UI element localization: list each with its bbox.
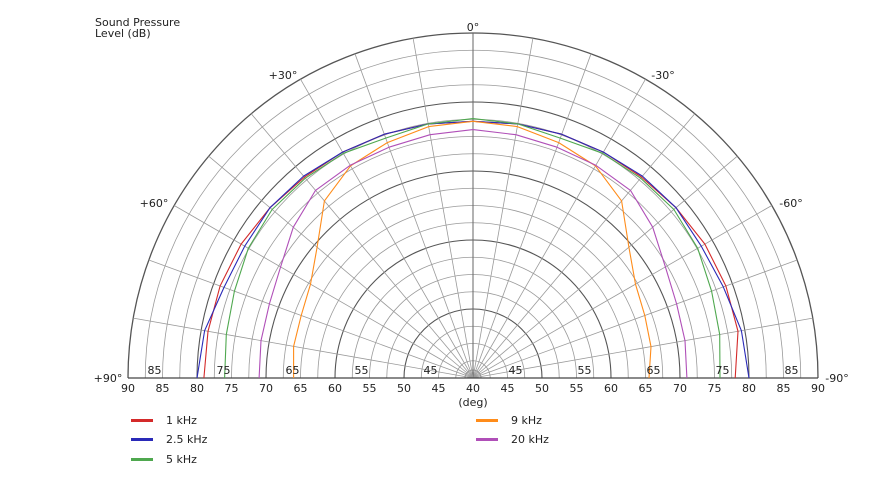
grid-spoke xyxy=(472,38,534,379)
grid-spoke xyxy=(250,113,474,379)
series-1-khz xyxy=(203,120,739,379)
angle-label: -60° xyxy=(779,197,802,210)
radial-tick-label: 45 xyxy=(501,382,515,395)
radial-tick-label: 75 xyxy=(225,382,239,395)
grid-spoke xyxy=(300,79,474,379)
x-axis-label: (deg) xyxy=(458,396,487,409)
radial-tick-label: 80 xyxy=(742,382,756,395)
grid-spoke xyxy=(208,155,474,379)
legend-swatch xyxy=(476,419,498,422)
radial-tick-label: 90 xyxy=(811,382,825,395)
radial-tick-label-upper: 85 xyxy=(785,364,799,377)
grid-spoke xyxy=(472,113,696,379)
radial-tick-label-upper: 65 xyxy=(286,364,300,377)
grid-spoke xyxy=(472,317,813,379)
radial-tick-label-upper: 85 xyxy=(148,364,162,377)
radial-tick-label: 75 xyxy=(708,382,722,395)
angle-label: 0° xyxy=(467,21,480,34)
grid-spoke xyxy=(472,53,592,379)
radial-tick-label-upper: 45 xyxy=(424,364,438,377)
radial-tick-label-upper: 45 xyxy=(509,364,523,377)
legend-swatch xyxy=(131,419,153,422)
series-20-khz xyxy=(258,129,688,379)
radial-tick-label: 90 xyxy=(121,382,135,395)
legend-swatch xyxy=(131,438,153,441)
radial-tick-label: 45 xyxy=(432,382,446,395)
angle-label: +90° xyxy=(94,372,123,385)
radial-tick-label-upper: 75 xyxy=(716,364,730,377)
radial-tick-label-upper: 55 xyxy=(355,364,369,377)
radial-tick-label: 65 xyxy=(639,382,653,395)
legend-label: 5 kHz xyxy=(166,453,197,466)
radial-tick-label: 60 xyxy=(328,382,342,395)
grid-spoke xyxy=(472,79,646,379)
radial-tick-label: 80 xyxy=(190,382,204,395)
angle-label: +60° xyxy=(140,197,169,210)
y-axis-label-line2: Level (dB) xyxy=(95,27,151,40)
radial-tick-label: 65 xyxy=(294,382,308,395)
radial-tick-label: 85 xyxy=(156,382,170,395)
series-5-khz xyxy=(224,118,721,379)
y-axis-label: Sound Pressure Level (dB) xyxy=(95,17,180,39)
radial-tick-label-upper: 55 xyxy=(578,364,592,377)
grid-spoke xyxy=(412,38,474,379)
radial-tick-label: 70 xyxy=(259,382,273,395)
grid-spoke xyxy=(354,53,474,379)
angle-label: -90° xyxy=(825,372,848,385)
radial-tick-label-upper: 65 xyxy=(647,364,661,377)
radial-tick-label: 85 xyxy=(777,382,791,395)
radial-tick-label: 50 xyxy=(535,382,549,395)
radial-tick-label: 55 xyxy=(570,382,584,395)
grid-layer xyxy=(127,32,819,379)
grid-spoke xyxy=(472,155,738,379)
angle-label: +30° xyxy=(269,69,298,82)
series-layer xyxy=(196,118,750,379)
radial-tick-label-upper: 75 xyxy=(217,364,231,377)
legend-label: 2.5 kHz xyxy=(166,433,208,446)
radial-tick-label: 50 xyxy=(397,382,411,395)
grid-spoke xyxy=(472,259,798,379)
angle-label: -30° xyxy=(651,69,674,82)
legend-swatch xyxy=(476,438,498,441)
series-9-khz xyxy=(293,120,652,379)
grid-spoke xyxy=(133,317,474,379)
grid-spoke xyxy=(472,205,772,379)
radial-tick-label: 60 xyxy=(604,382,618,395)
y-axis-label-line1: Sound Pressure xyxy=(95,16,181,29)
label-layer: 0°+30° -30°+60° -60°+90° -90°90 85 80 75 70 65 60… xyxy=(94,21,849,409)
radial-tick-label: 40 xyxy=(466,382,480,395)
legend-label: 1 kHz xyxy=(166,414,197,427)
radial-tick-label: 70 xyxy=(673,382,687,395)
legend-swatch xyxy=(131,458,153,461)
legend-label: 20 kHz xyxy=(511,433,549,446)
legend-label: 9 kHz xyxy=(511,414,542,427)
grid-spoke xyxy=(174,205,474,379)
grid-spoke xyxy=(148,259,474,379)
radial-tick-label: 55 xyxy=(363,382,377,395)
